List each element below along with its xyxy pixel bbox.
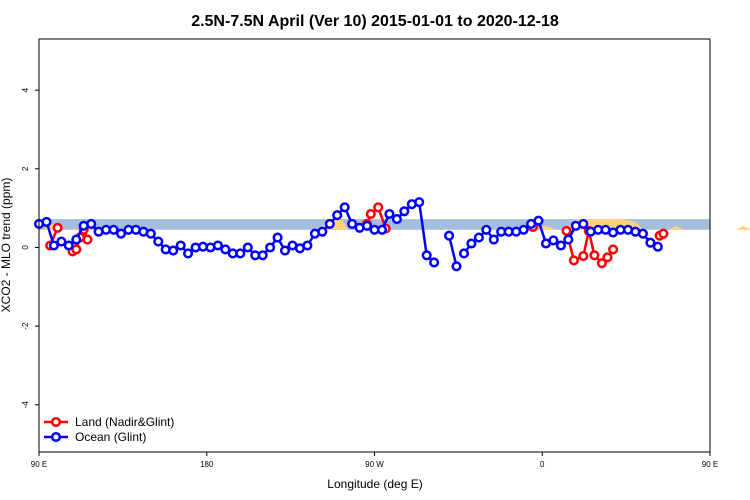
data-point [451,261,462,272]
x-tick-label: 180 [200,460,214,469]
data-point [265,242,276,253]
legend: Land (Nadir&Glint)Ocean (Glint) [44,415,174,444]
y-axis-label: XCO2 - MLO trend (ppm) [0,178,13,313]
data-point [518,224,529,235]
data-point [578,218,589,229]
legend-marker [50,416,62,428]
legend-marker [50,431,62,443]
data-point [652,241,663,252]
data-point [71,244,82,255]
y-axis-ticks: -4 -2 0 2 4 [21,87,39,408]
data-point [473,232,484,243]
data-point [608,244,619,255]
plot-background-layer [39,219,710,230]
data-point [317,226,328,237]
plot-frame [38,38,711,453]
data-point [563,234,574,245]
y-tick-label: 4 [21,87,30,92]
data-point [220,244,231,255]
x-tick-label: 90 E [702,460,718,469]
data-point [279,245,291,256]
data-point [533,215,544,226]
data-point [596,258,607,269]
data-point [212,240,223,251]
data-point [347,218,358,229]
data-point [568,255,579,266]
series-layer [33,197,669,272]
data-point [56,236,67,247]
data-point [302,240,313,251]
data-point [48,240,59,251]
data-point [481,224,492,235]
chart-title: 2.5N-7.5N April (Ver 10) 2015-01-01 to 2… [191,13,559,30]
data-point [257,250,268,261]
data-point [376,224,388,235]
data-point [361,220,373,231]
data-point [153,236,164,247]
data-point [108,224,119,235]
data-point [645,237,656,248]
data-point [658,228,669,239]
data-point [41,216,52,227]
data-point [548,235,559,246]
data-point [561,225,572,236]
data-point [52,222,63,233]
y-tick-label: -4 [21,401,30,409]
data-point [384,208,395,220]
yellow-area-6 [736,225,750,230]
data-point [339,202,350,213]
data-point [421,250,432,261]
y-tick-label: 2 [21,166,30,171]
series-1 [33,197,663,272]
data-point [183,248,194,259]
data-point [272,232,283,243]
data-point [444,230,455,241]
legend-label: Land (Nadir&Glint) [75,415,174,429]
data-point [82,234,93,245]
data-point [332,210,343,221]
y-tick-label: -2 [21,322,30,330]
data-point [242,242,253,253]
legend-entry-1: Ocean (Glint) [44,430,146,444]
legend-entry-0: Land (Nadir&Glint) [44,415,174,429]
data-point [458,248,470,259]
data-point [168,245,179,256]
data-point [145,228,156,239]
data-point [637,228,648,239]
data-point [399,206,410,217]
data-point [115,228,127,239]
data-point [555,240,566,251]
data-point [589,250,600,261]
yellow-area-5 [669,225,684,230]
data-point [86,218,97,229]
data-point [602,252,613,263]
data-point [414,197,425,208]
legend-label: Ocean (Glint) [75,430,146,444]
data-point [373,202,384,213]
x-axis-label: Longitude (deg E) [327,477,422,491]
x-tick-label: 90 E [31,460,47,469]
data-point [365,208,376,220]
y-tick-label: 0 [21,245,30,250]
data-point [488,234,499,245]
data-point [391,214,402,225]
data-point [429,257,440,268]
data-point [71,234,82,245]
data-point [466,238,477,249]
x-axis-ticks: 90 E 180 90 W 0 90 E [31,452,718,469]
data-point [63,240,74,251]
data-point [175,240,186,251]
series-line-1-1 [447,235,458,267]
reference-band [39,219,710,230]
x-tick-label: 0 [540,460,545,469]
data-point [324,218,335,229]
data-point [235,248,246,259]
data-point [578,251,589,262]
x-tick-label: 90 W [365,460,384,469]
